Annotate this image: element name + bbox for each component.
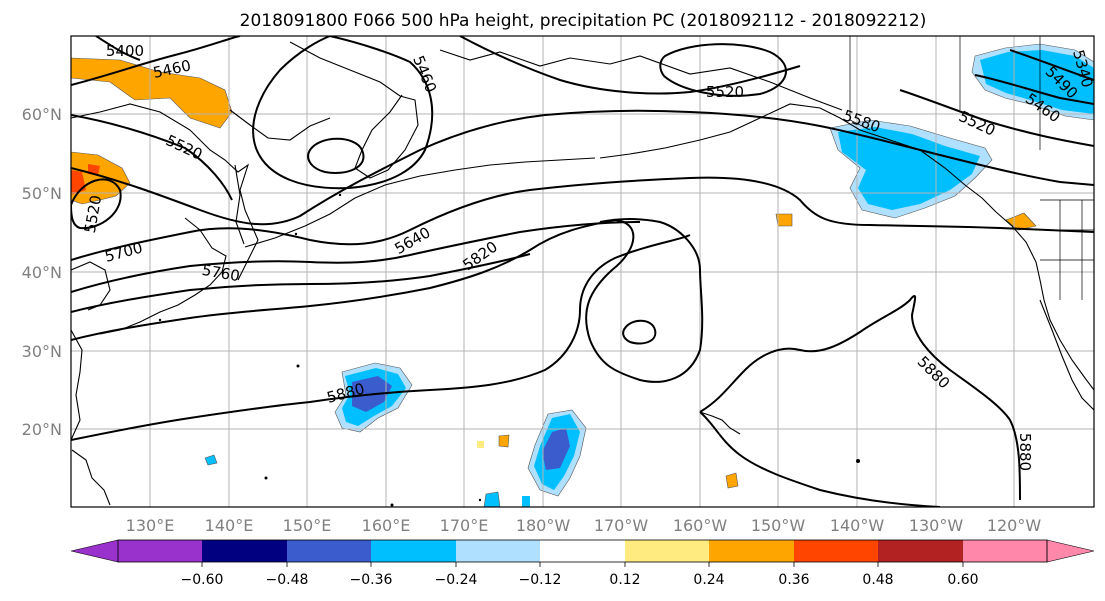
lon-label-140e: 140°E [205,516,254,535]
precip-negative-alaska [838,127,980,210]
contour-5520-canada [899,89,1094,147]
precip-positive-tropics-small [498,434,510,448]
coast-alaska-south [599,103,997,213]
colorbar-tick-9: 0.48 [862,572,893,588]
colorbar-segment-11 [963,540,1047,562]
colorbar-tick-1: −0.60 [181,572,224,588]
colorbar-segment-1 [118,540,202,562]
contour-5880-north [71,234,691,441]
lon-label-150e: 150°E [283,516,332,535]
colorbar-segment-10 [878,540,963,562]
lon-label-170e: 170°E [440,516,489,535]
border-alaska-canada [849,36,871,131]
colorbar-segment-8 [709,540,794,562]
map-title: 2018091800 F066 500 hPa height, precipit… [240,11,927,31]
lon-labels: 130°E 140°E 150°E 160°E 170°E 180°W 170°… [126,516,1042,535]
contour-5460-low [252,36,434,190]
contour-label-5520-north: 5520 [706,83,744,101]
colorbar-tick-4: −0.24 [435,572,478,588]
lon-label-130w: 130°W [909,516,964,535]
contour-5400 [95,36,141,61]
coast-philippines [71,449,111,506]
contour-5880-pacific [699,295,1021,501]
lat-label-30n: 30°N [22,342,62,361]
contour-5580 [71,109,1094,226]
precip-positive-siberia [71,57,233,129]
colorbar-extend-max [1046,539,1095,563]
contour-5520-sakhalin-ring [71,178,122,230]
colorbar-tick-3: −0.36 [350,572,393,588]
lon-label-160w: 160°W [673,516,728,535]
colorbar-tick-2: −0.48 [266,572,309,588]
lon-label-150w: 150°W [751,516,806,535]
lon-label-160e: 160°E [362,516,411,535]
lat-labels: 60°N 50°N 40°N 30°N 20°N [22,105,62,439]
contour-label-5400: 5400 [106,42,144,60]
colorbar-tick-5: −0.12 [519,572,562,588]
precip-negative-southwest [204,454,218,466]
lat-label-20n: 20°N [22,420,62,439]
coast-bajacal [1039,299,1094,411]
colorbar-tick-6: 0.12 [609,572,640,588]
coast-siberia [71,103,259,281]
precip-positive-sakhalin [71,151,131,205]
lon-label-180w: 180°W [516,516,571,535]
lat-label-50n: 50°N [22,184,62,203]
coast-okhotsk [229,109,331,141]
height-contours [71,36,1094,507]
precip-positive-gulf [775,213,793,227]
coast-hawaii [699,411,741,435]
coast-bc [995,211,1094,391]
contour-5880-ring [622,319,657,345]
colorbar-extend-min [70,539,119,563]
precip-positive-hawaii-east [725,472,739,489]
precip-negative-south-2 [522,496,530,507]
contour-5460-west [71,36,241,86]
lat-label-60n: 60°N [22,105,62,124]
contour-5520-ring [659,43,787,97]
colorbar-tick-8: 0.36 [778,572,809,588]
precip-negative-tropics-core [542,428,570,470]
lon-label-140w: 140°W [830,516,885,535]
precip-negative-south-1 [483,491,501,507]
colorbar-tick-10: 0.60 [947,572,978,588]
contour-5490-canada [1009,49,1094,81]
colorbar-segment-7 [625,540,709,562]
lat-label-40n: 40°N [22,263,62,282]
colorbar-segment-5 [456,540,540,562]
lon-label-130e: 130°E [126,516,175,535]
coast-japan [99,217,227,335]
contour-5520-north [459,36,801,95]
precip-positive-tropics-dot [477,441,484,448]
map-area: 5400 5460 5460 5520 5520 5520 5520 5580 … [71,36,1094,507]
colorbar-segment-3 [287,540,371,562]
coast-china-east [71,329,83,441]
colorbar-segment-2 [202,540,287,562]
contour-low-center [307,137,365,174]
contour-5700 [71,221,641,293]
colorbar-segment-6 [540,540,625,562]
contour-5880-east [699,411,941,507]
contour-5820 [71,218,704,383]
coast-kamchatka [289,41,419,179]
contour-5640 [71,176,1094,261]
lon-label-170w: 170°W [594,516,649,535]
map-frame [70,35,1095,508]
colorbar: −0.60 −0.48 −0.36 −0.24 −0.12 0.12 0.24 … [70,539,1095,588]
contour-label-5880-east: 5880 [1016,433,1034,471]
colorbar-segment-9 [794,540,878,562]
colorbar-segment-4 [371,540,456,562]
lon-label-120w: 120°W [987,516,1042,535]
islands [158,193,860,507]
contour-5520-northwest [71,114,233,201]
colorbar-tick-7: 0.24 [693,572,724,588]
contour-5460-canada [974,74,1094,105]
contour-5760 [71,253,531,313]
coast-sakhalin [234,164,245,245]
coast-aleutians [244,157,596,248]
